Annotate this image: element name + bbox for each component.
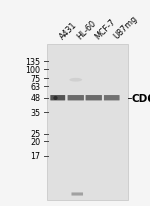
FancyBboxPatch shape bbox=[72, 192, 83, 196]
Text: 100: 100 bbox=[26, 66, 40, 75]
Text: 75: 75 bbox=[30, 74, 40, 83]
Text: 35: 35 bbox=[30, 108, 40, 117]
Ellipse shape bbox=[53, 96, 58, 101]
Text: CD63: CD63 bbox=[131, 93, 150, 103]
FancyBboxPatch shape bbox=[104, 96, 120, 101]
Text: 20: 20 bbox=[30, 137, 40, 146]
Text: 48: 48 bbox=[30, 94, 40, 103]
Text: 25: 25 bbox=[30, 130, 40, 139]
Bar bbox=[47, 44, 128, 200]
Ellipse shape bbox=[69, 78, 82, 82]
FancyBboxPatch shape bbox=[85, 96, 102, 101]
Text: MCF-7: MCF-7 bbox=[94, 17, 118, 41]
Text: A431: A431 bbox=[58, 20, 79, 41]
FancyBboxPatch shape bbox=[50, 96, 65, 101]
FancyBboxPatch shape bbox=[68, 96, 84, 101]
Text: 17: 17 bbox=[30, 152, 40, 161]
Text: HL-60: HL-60 bbox=[76, 19, 98, 41]
Text: 135: 135 bbox=[25, 57, 40, 66]
Text: 63: 63 bbox=[30, 82, 40, 91]
Text: U87mg: U87mg bbox=[112, 14, 139, 41]
